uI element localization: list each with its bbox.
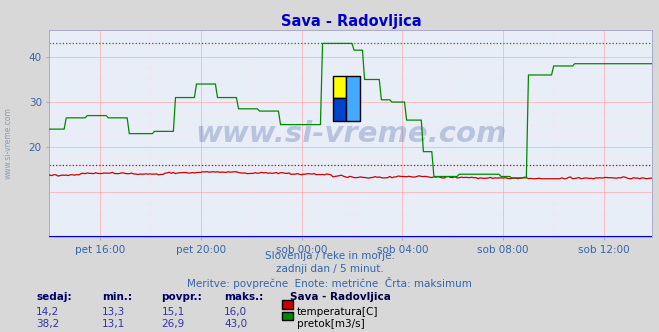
Text: pretok[m3/s]: pretok[m3/s] <box>297 319 364 329</box>
Text: 14,2: 14,2 <box>36 307 59 317</box>
Text: povpr.:: povpr.: <box>161 292 202 302</box>
Text: Meritve: povprečne  Enote: metrične  Črta: maksimum: Meritve: povprečne Enote: metrične Črta:… <box>187 277 472 289</box>
Text: maks.:: maks.: <box>224 292 264 302</box>
Title: Sava - Radovljica: Sava - Radovljica <box>281 14 421 29</box>
FancyBboxPatch shape <box>347 76 360 121</box>
Text: Slovenija / reke in morje.: Slovenija / reke in morje. <box>264 251 395 261</box>
Text: zadnji dan / 5 minut.: zadnji dan / 5 minut. <box>275 264 384 274</box>
Text: sedaj:: sedaj: <box>36 292 72 302</box>
Text: 13,1: 13,1 <box>102 319 125 329</box>
Text: 13,3: 13,3 <box>102 307 125 317</box>
Text: min.:: min.: <box>102 292 132 302</box>
FancyBboxPatch shape <box>333 76 347 98</box>
Text: temperatura[C]: temperatura[C] <box>297 307 378 317</box>
Text: 38,2: 38,2 <box>36 319 59 329</box>
Text: Sava - Radovljica: Sava - Radovljica <box>290 292 391 302</box>
Text: 16,0: 16,0 <box>224 307 247 317</box>
Text: 43,0: 43,0 <box>224 319 247 329</box>
FancyBboxPatch shape <box>333 98 347 121</box>
Text: www.si-vreme.com: www.si-vreme.com <box>3 107 13 179</box>
Text: 26,9: 26,9 <box>161 319 185 329</box>
Text: 15,1: 15,1 <box>161 307 185 317</box>
Text: www.si-vreme.com: www.si-vreme.com <box>195 120 507 148</box>
